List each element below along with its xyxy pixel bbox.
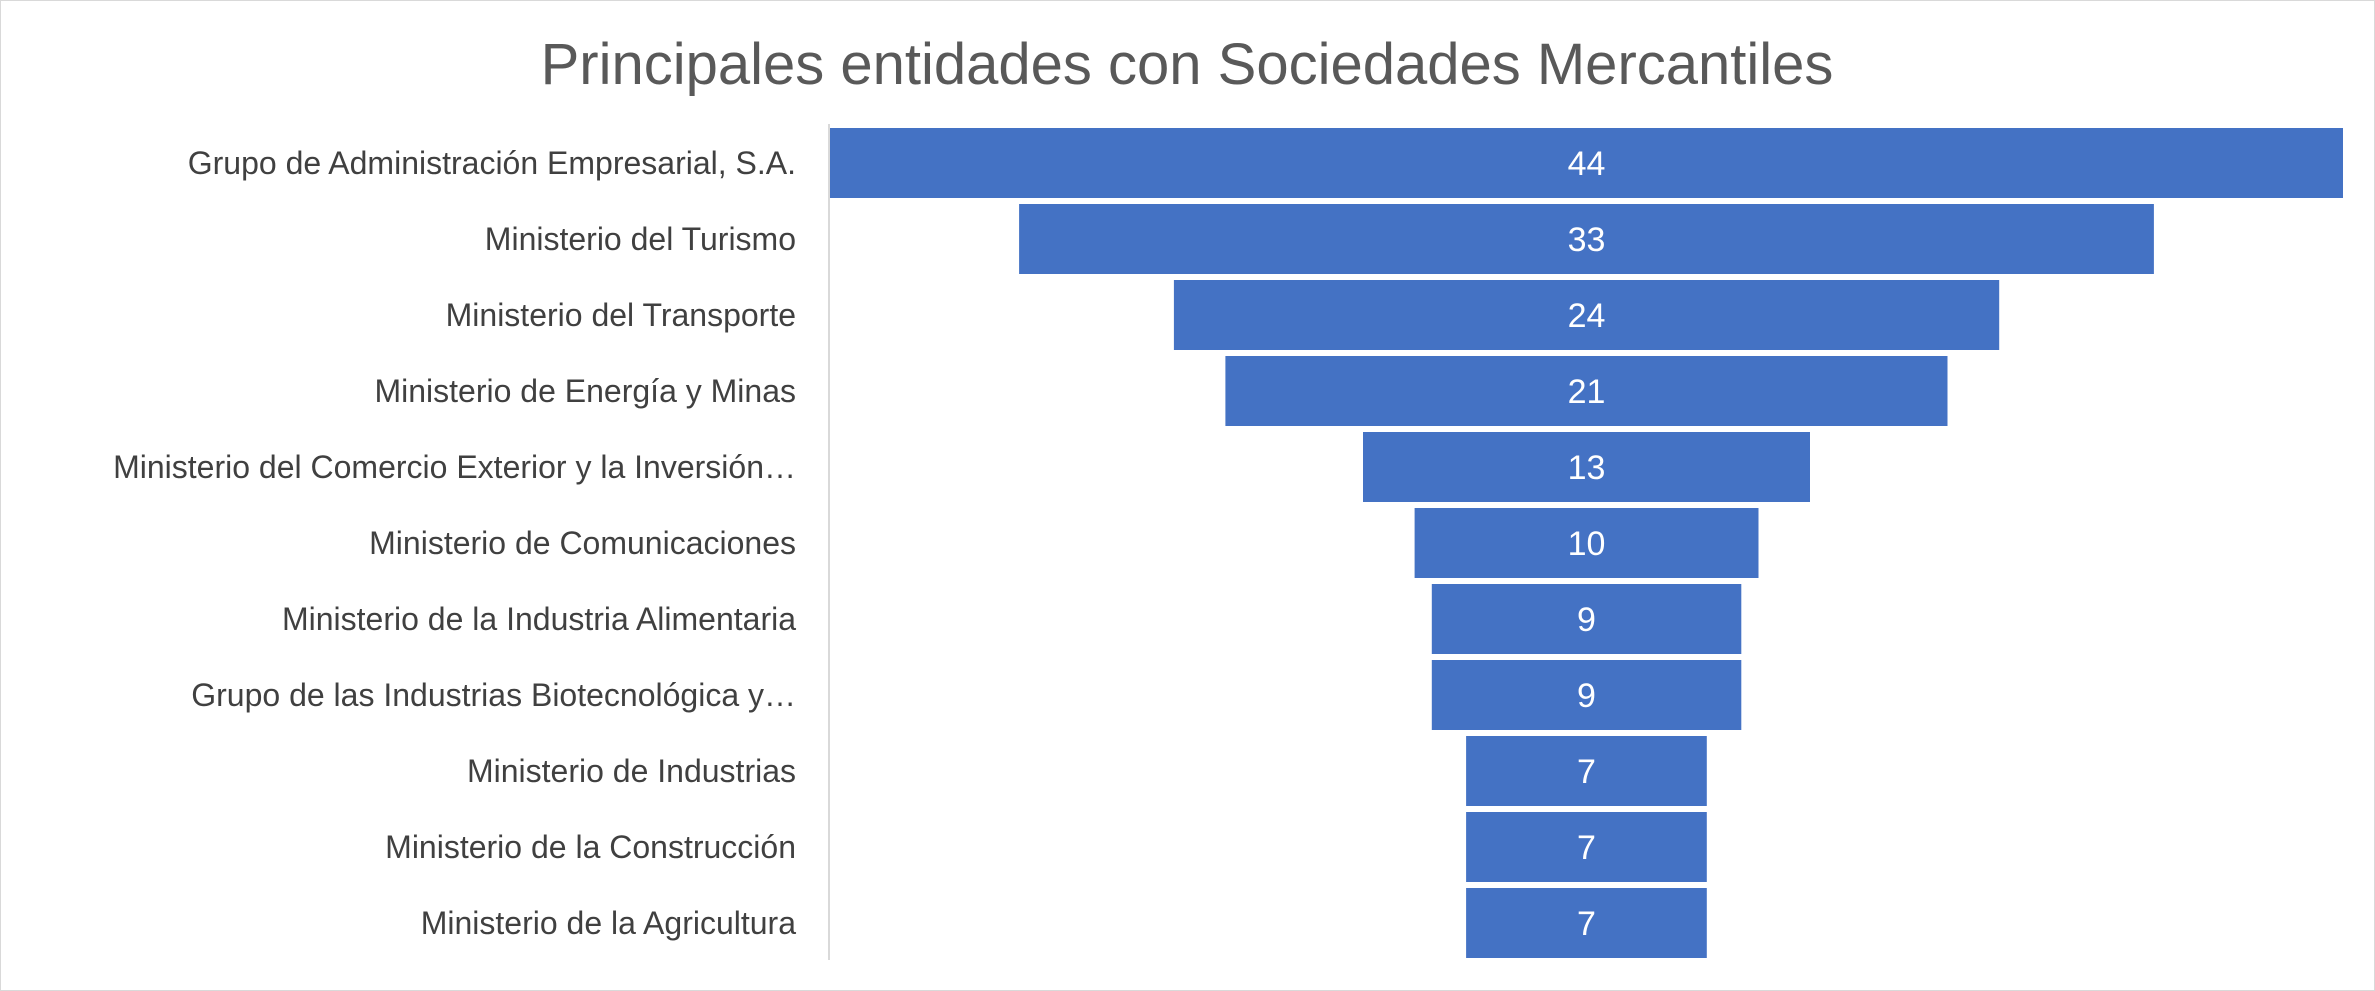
chart-title: Principales entidades con Sociedades Mer… bbox=[541, 32, 1834, 97]
funnel-bar bbox=[1431, 660, 1742, 730]
category-label: Ministerio de la Agricultura bbox=[421, 905, 796, 941]
funnel-bar bbox=[1466, 812, 1707, 882]
data-label: 7 bbox=[1577, 905, 1596, 943]
data-label: 10 bbox=[1568, 525, 1606, 563]
data-label: 9 bbox=[1577, 677, 1596, 715]
data-label: 33 bbox=[1568, 221, 1606, 259]
data-label: 13 bbox=[1568, 449, 1606, 487]
category-label: Ministerio de Comunicaciones bbox=[369, 525, 796, 561]
data-label: 44 bbox=[1568, 145, 1606, 183]
funnel-bar bbox=[1414, 508, 1759, 578]
data-label: 7 bbox=[1577, 753, 1596, 791]
data-labels: 44 33 24 21 13 10 9 9 7 7 7 bbox=[1568, 145, 1606, 943]
funnel-bar bbox=[1466, 888, 1707, 958]
data-label: 21 bbox=[1568, 373, 1606, 411]
category-label: Grupo de las Industrias Biotecnológica y… bbox=[191, 677, 796, 713]
category-label: Ministerio del Turismo bbox=[485, 221, 796, 257]
funnel-bar bbox=[1019, 204, 2154, 274]
category-labels: Grupo de Administración Empresarial, S.A… bbox=[113, 145, 796, 941]
category-label: Ministerio de la Industria Alimentaria bbox=[282, 601, 796, 637]
funnel-bar bbox=[1173, 280, 2000, 350]
funnel-bar bbox=[1363, 432, 1810, 502]
funnel-bar bbox=[1225, 356, 1948, 426]
category-label: Ministerio de Energía y Minas bbox=[374, 373, 796, 409]
category-label: Ministerio de Industrias bbox=[467, 753, 796, 789]
data-label: 7 bbox=[1577, 829, 1596, 867]
category-label: Ministerio del Transporte bbox=[446, 297, 796, 333]
category-label: Ministerio del Comercio Exterior y la In… bbox=[113, 449, 796, 485]
category-label: Ministerio de la Construcción bbox=[385, 829, 796, 865]
data-label: 24 bbox=[1568, 297, 1606, 335]
funnel-bar bbox=[830, 128, 2343, 198]
category-label: Grupo de Administración Empresarial, S.A… bbox=[188, 145, 796, 181]
data-label: 9 bbox=[1577, 601, 1596, 639]
funnel-bar bbox=[1466, 736, 1707, 806]
funnel-bar bbox=[1431, 584, 1742, 654]
funnel-bars bbox=[830, 128, 2343, 958]
